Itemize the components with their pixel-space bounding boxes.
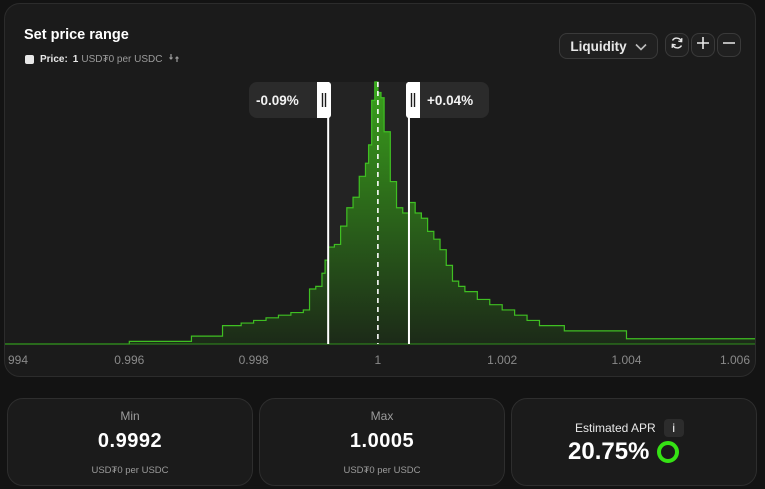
plus-icon <box>696 36 710 55</box>
liquidity-area <box>5 82 755 344</box>
minus-icon <box>722 36 736 55</box>
max-label: Max <box>370 409 394 423</box>
apr-label: Estimated APR <box>575 421 656 435</box>
apr-card: Estimated APR i 20.75% <box>511 398 757 486</box>
info-icon[interactable]: i <box>663 419 684 437</box>
apr-value: 20.75% <box>568 438 650 465</box>
min-price-card[interactable]: Min 0.9992 USD₮0 per USDC <box>7 398 253 486</box>
liquidity-chart[interactable] <box>5 4 756 377</box>
refresh-button[interactable] <box>665 33 689 57</box>
upper-pct-label: +0.04% <box>427 92 474 108</box>
max-value[interactable]: 1.0005 <box>349 430 415 452</box>
x-tick-label: 0.998 <box>238 353 269 367</box>
min-value[interactable]: 0.9992 <box>97 430 163 452</box>
current-price-line: Price: 1 USD₮0 per USDC <box>25 53 179 66</box>
apr-value-row: 20.75% <box>568 438 680 466</box>
zoom-in-button[interactable] <box>691 33 715 57</box>
x-tick-label: 0.996 <box>114 353 145 367</box>
x-tick-label: 994 <box>8 353 29 367</box>
apr-label-row: Estimated APR i <box>575 419 684 437</box>
max-unit: USD₮0 per USDC <box>343 465 421 476</box>
upper-range-tag[interactable]: +0.04% <box>406 82 489 118</box>
min-unit: USD₮0 per USDC <box>91 465 169 476</box>
chevron-down-icon <box>635 39 647 54</box>
swap-icon[interactable] <box>168 53 179 66</box>
x-tick-label: 1.006 <box>719 353 751 367</box>
price-range-panel: Set price range Price: 1 USD₮0 per USDC … <box>4 3 756 377</box>
price-value: 1 <box>72 54 79 65</box>
apr-ring-icon <box>657 441 680 463</box>
lower-pct-label: -0.09% <box>256 92 299 108</box>
lower-range-tag[interactable]: -0.09% <box>249 82 331 118</box>
x-tick-label: 1.002 <box>487 353 518 367</box>
max-price-card[interactable]: Max 1.0005 USD₮0 per USDC <box>259 398 505 486</box>
chart-mode-label: Liquidity <box>570 38 627 54</box>
lower-drag-handle[interactable] <box>317 82 331 118</box>
upper-drag-handle[interactable] <box>406 82 420 118</box>
x-tick-label: 1.004 <box>611 353 642 367</box>
grip-icon <box>410 93 416 107</box>
x-tick-label: 1 <box>374 353 382 367</box>
price-label: Price: <box>40 54 68 65</box>
panel-title: Set price range <box>24 27 129 43</box>
price-legend-dot <box>25 55 34 64</box>
zoom-out-button[interactable] <box>717 33 741 57</box>
refresh-icon <box>670 36 684 55</box>
min-label: Min <box>120 409 140 423</box>
price-unit: USD₮0 per USDC <box>81 54 163 65</box>
chart-mode-dropdown[interactable]: Liquidity <box>559 33 658 59</box>
grip-icon <box>321 93 327 107</box>
